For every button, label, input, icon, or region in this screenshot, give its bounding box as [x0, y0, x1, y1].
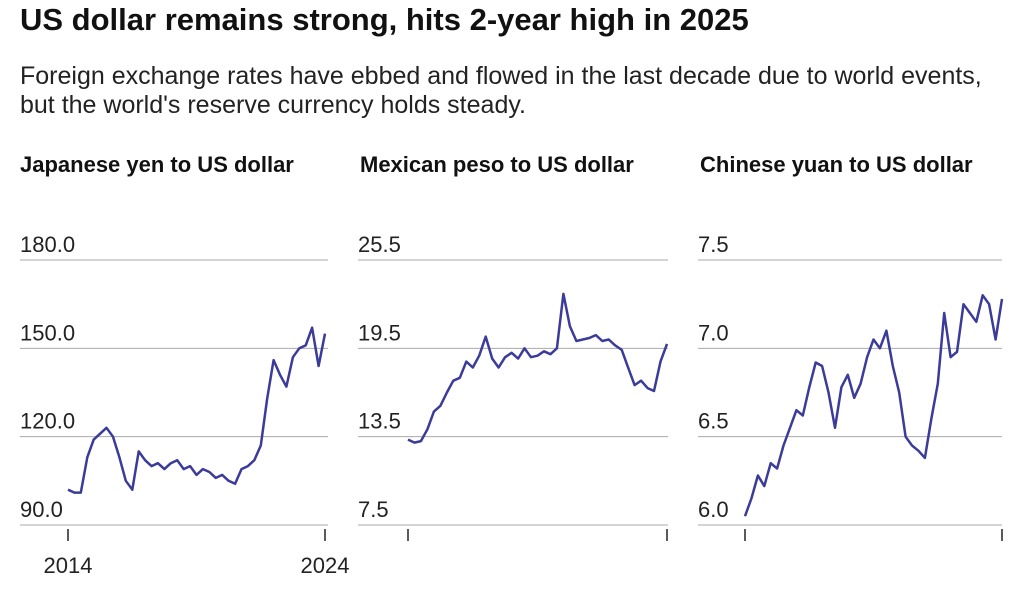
line — [67, 326, 327, 494]
x-tick-label: 2014 — [44, 553, 93, 578]
subtitle: Foreign exchange rates have ebbed and fl… — [20, 62, 982, 119]
y-tick-label: 6.5 — [698, 409, 729, 434]
y-tick-label: 120.0 — [20, 409, 75, 434]
title: US dollar remains strong, hits 2-year hi… — [20, 2, 749, 37]
y-tick-label: 150.0 — [20, 320, 75, 345]
panel-title: Mexican peso to US dollar — [360, 152, 634, 177]
y-tick-label: 7.0 — [698, 320, 729, 345]
y-tick-label: 7.5 — [698, 232, 729, 257]
panel-title: Japanese yen to US dollar — [20, 152, 294, 177]
y-tick-label: 180.0 — [20, 232, 75, 257]
y-tick-label: 13.5 — [358, 409, 401, 434]
line — [743, 294, 1004, 517]
y-tick-label: 7.5 — [358, 497, 389, 522]
y-tick-label: 90.0 — [20, 497, 63, 522]
panel-title: Chinese yuan to US dollar — [700, 152, 973, 177]
y-tick-label: 19.5 — [358, 320, 401, 345]
line — [407, 292, 669, 444]
y-tick-label: 25.5 — [358, 232, 401, 257]
x-tick-label: 2024 — [301, 553, 350, 578]
y-tick-label: 6.0 — [698, 497, 729, 522]
